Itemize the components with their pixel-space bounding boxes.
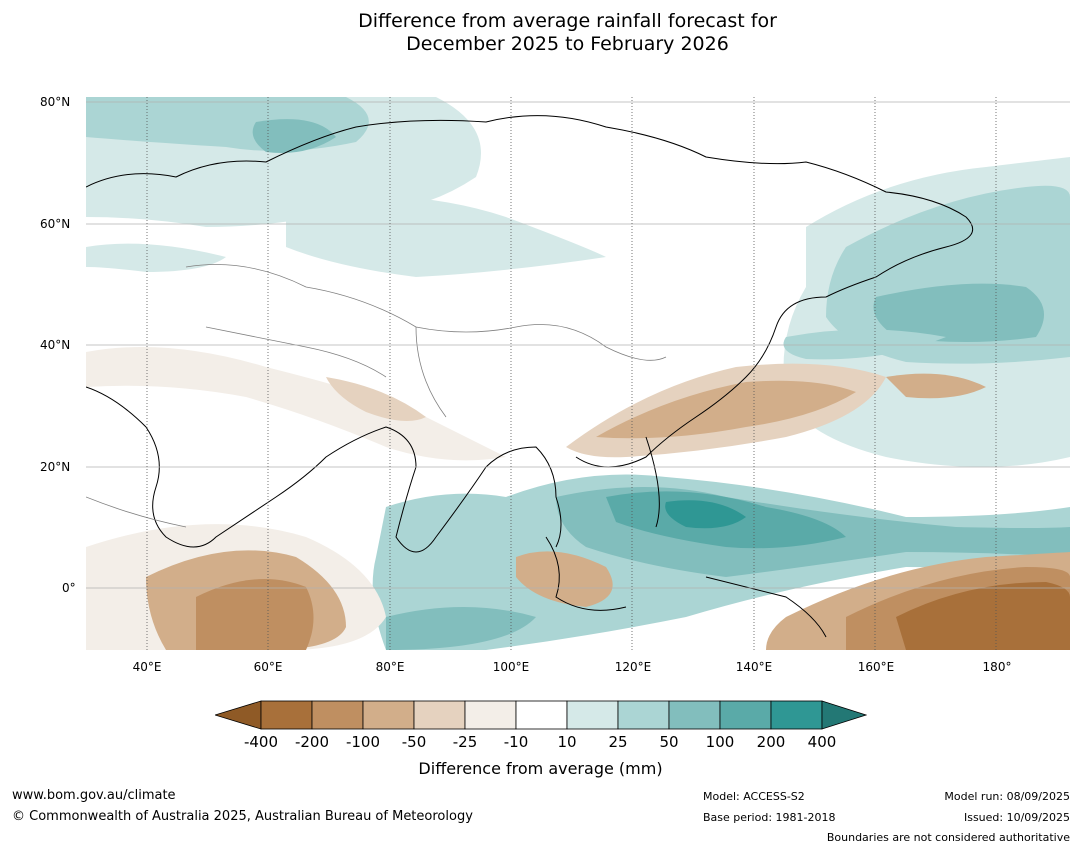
base-period-text: Base period: 1981-2018 bbox=[703, 811, 836, 824]
lon-label-80e: 80°E bbox=[375, 660, 405, 674]
colorbar-tick-1: -400 bbox=[243, 733, 279, 751]
model-run-text: Model run: 08/09/2025 bbox=[944, 790, 1070, 803]
colorbar-tick-4: -50 bbox=[401, 733, 427, 751]
lon-label-100e: 100°E bbox=[492, 660, 530, 674]
lat-label-60n: 60°N bbox=[40, 217, 71, 231]
colorbar-tick-7: 10 bbox=[557, 733, 577, 751]
colorbar-tick-8: 25 bbox=[608, 733, 628, 751]
colorbar-segment-1 bbox=[260, 700, 313, 730]
issued-text: Issued: 10/09/2025 bbox=[963, 811, 1070, 824]
colorbar-tick-2: -200 bbox=[294, 733, 330, 751]
lat-label-20n: 20°N bbox=[40, 460, 71, 474]
rainfall-map-canvas bbox=[86, 97, 1070, 650]
colorbar-segment-5 bbox=[464, 700, 517, 730]
colorbar-segment-10 bbox=[719, 700, 772, 730]
lon-label-60e: 60°E bbox=[253, 660, 283, 674]
colorbar bbox=[215, 700, 867, 730]
title-line-2: December 2025 to February 2026 bbox=[406, 33, 729, 55]
colorbar-tick-5: -25 bbox=[452, 733, 478, 751]
colorbar-tick-11: 200 bbox=[756, 733, 786, 751]
website-link[interactable]: www.bom.gov.au/climate bbox=[12, 788, 176, 803]
rainfall-map bbox=[86, 97, 1070, 650]
colorbar-title: Difference from average (mm) bbox=[418, 759, 663, 778]
colorbar-segment-8 bbox=[617, 700, 670, 730]
colorbar-tick-9: 50 bbox=[659, 733, 679, 751]
colorbar-segment-4 bbox=[413, 700, 466, 730]
lat-label-40n: 40°N bbox=[40, 338, 71, 352]
colorbar-under-arrow bbox=[215, 700, 262, 730]
colorbar-tick-12: 400 bbox=[807, 733, 837, 751]
lon-label-40e: 40°E bbox=[132, 660, 162, 674]
map-title: Difference from average rainfall forecas… bbox=[0, 10, 1081, 56]
colorbar-segment-9 bbox=[668, 700, 721, 730]
lat-label-80n: 80°N bbox=[40, 95, 71, 109]
lon-label-120e: 120°E bbox=[614, 660, 652, 674]
colorbar-segment-2 bbox=[311, 700, 364, 730]
copyright-text: © Commonwealth of Australia 2025, Austra… bbox=[12, 809, 473, 824]
lat-label-0: 0° bbox=[62, 581, 76, 595]
colorbar-segment-11 bbox=[770, 700, 823, 730]
title-line-1: Difference from average rainfall forecas… bbox=[358, 10, 777, 32]
colorbar-tick-6: -10 bbox=[503, 733, 529, 751]
colorbar-tick-10: 100 bbox=[705, 733, 735, 751]
lon-label-140e: 140°E bbox=[735, 660, 773, 674]
colorbar-segment-6 bbox=[515, 700, 568, 730]
colorbar-over-arrow bbox=[821, 700, 867, 730]
lon-label-160e: 160°E bbox=[857, 660, 895, 674]
colorbar-segment-3 bbox=[362, 700, 415, 730]
colorbar-tick-3: -100 bbox=[345, 733, 381, 751]
lon-label-180: 180° bbox=[982, 660, 1012, 674]
boundaries-note: Boundaries are not considered authoritat… bbox=[826, 831, 1070, 844]
colorbar-segment-7 bbox=[566, 700, 619, 730]
model-text: Model: ACCESS-S2 bbox=[703, 790, 805, 803]
